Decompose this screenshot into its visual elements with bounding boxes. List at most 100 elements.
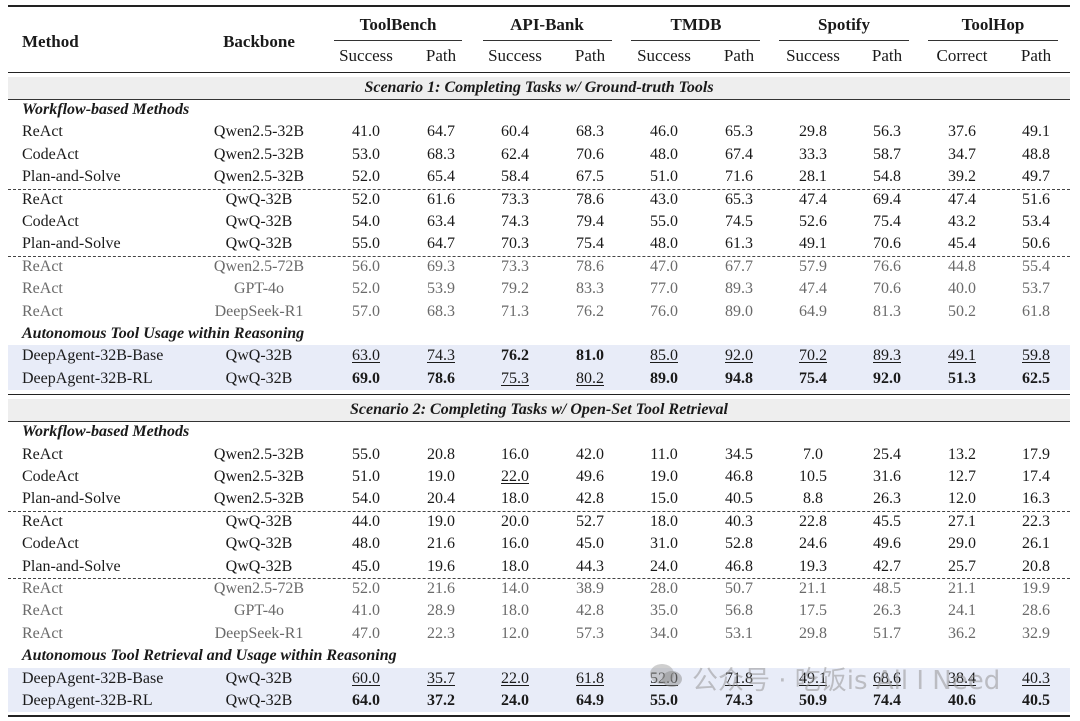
section-label: Workflow-based Methods (22, 423, 190, 441)
row-value: 50.7 (725, 580, 753, 597)
row-value: 8.8 (803, 490, 823, 508)
row-value: 80.2 (576, 369, 604, 387)
benchmark-underline (779, 40, 909, 41)
row-value: 31.0 (650, 535, 678, 553)
row-value: 76.2 (576, 302, 604, 320)
row-value: 24.1 (948, 602, 976, 620)
header-rule (8, 72, 1070, 73)
header-benchmark: ToolHop (961, 15, 1025, 34)
row-backbone: QwQ-32B (225, 669, 293, 687)
row-backbone: GPT-4o (233, 280, 285, 298)
row-value: 19.9 (1022, 580, 1050, 597)
row-value: 31.6 (873, 468, 901, 485)
row-value: 34.5 (725, 445, 753, 463)
row-value: 36.2 (948, 624, 976, 642)
watermark: 公众号 · 吃饭is All I Need (692, 666, 1001, 696)
row-value: 62.5 (1022, 369, 1050, 387)
row-backbone: QwQ-32B (225, 692, 293, 709)
row-value: 58.7 (873, 145, 901, 163)
row-value: 74.4 (873, 692, 901, 709)
row-value: 40.5 (725, 490, 753, 508)
row-method: ReAct (22, 602, 63, 620)
section-label: Autonomous Tool Usage within Reasoning (22, 325, 305, 342)
row-value: 54.0 (352, 213, 380, 230)
header-benchmark: ToolBench (359, 15, 437, 34)
bottom-rule (8, 715, 1070, 718)
row-value: 38.9 (576, 580, 604, 597)
row-value: 54.0 (352, 490, 380, 508)
row-value: 67.5 (576, 168, 604, 186)
header-metric: Path (1020, 46, 1052, 65)
row-value: 17.9 (1022, 445, 1050, 463)
row-method: ReAct (22, 302, 63, 320)
row-value: 55.0 (352, 445, 380, 463)
row-value: 10.5 (799, 468, 827, 485)
group-divider (8, 578, 1070, 579)
row-value: 75.3 (501, 369, 529, 387)
row-value: 74.3 (427, 347, 455, 365)
row-value: 19.3 (799, 557, 827, 575)
row-value: 26.1 (1022, 535, 1050, 553)
row-value: 19.0 (427, 468, 455, 485)
row-method: ReAct (22, 445, 63, 463)
row-value: 39.2 (948, 168, 976, 186)
row-backbone: Qwen2.5-72B (213, 257, 305, 275)
row-value: 40.6 (948, 692, 976, 709)
row-value: 28.9 (427, 602, 455, 620)
row-method: ReAct (22, 190, 63, 208)
row-value: 18.0 (501, 557, 529, 575)
row-value: 41.0 (352, 602, 380, 620)
row-value: 75.4 (799, 369, 827, 387)
row-value: 29.8 (799, 123, 827, 141)
row-method: ReAct (22, 512, 63, 530)
row-value: 61.8 (1022, 302, 1050, 320)
row-value: 29.0 (948, 535, 976, 553)
row-value: 52.0 (352, 580, 380, 597)
row-value: 58.4 (501, 168, 529, 186)
header-metric: Success (786, 46, 840, 65)
row-backbone: QwQ-32B (225, 235, 293, 253)
row-method: ReAct (22, 123, 63, 141)
row-backbone: QwQ-32B (225, 557, 293, 575)
row-backbone: QwQ-32B (225, 512, 293, 530)
row-value: 55.0 (650, 213, 678, 230)
group-divider (8, 188, 1070, 190)
row-value: 51.0 (650, 168, 678, 186)
row-value: 19.0 (650, 468, 678, 485)
row-value: 44.3 (576, 557, 604, 575)
row-value: 45.0 (576, 535, 604, 553)
row-value: 21.1 (799, 580, 827, 597)
row-value: 48.0 (650, 145, 678, 163)
row-value: 24.6 (799, 535, 827, 553)
row-value: 45.4 (948, 235, 976, 253)
row-value: 13.2 (948, 445, 976, 463)
row-value: 52.0 (352, 168, 380, 186)
header-metric: Success (637, 46, 691, 65)
group-divider (8, 510, 1070, 512)
row-backbone: QwQ-32B (225, 535, 293, 553)
row-value: 65.4 (427, 168, 455, 186)
row-value: 77.0 (650, 280, 678, 298)
row-value: 35.0 (650, 602, 678, 620)
row-value: 59.8 (1022, 347, 1050, 365)
group-divider (8, 255, 1070, 257)
row-value: 45.0 (352, 557, 380, 575)
row-value: 33.3 (799, 145, 827, 163)
row-value: 49.6 (576, 468, 604, 485)
row-backbone: QwQ-32B (225, 190, 293, 208)
row-value: 52.0 (352, 190, 380, 208)
row-value: 22.3 (1022, 512, 1050, 530)
row-backbone: QwQ-32B (225, 369, 293, 387)
row-value: 94.8 (725, 369, 753, 387)
row-value: 26.3 (873, 602, 901, 620)
row-value: 53.1 (725, 624, 753, 642)
row-value: 89.3 (725, 280, 753, 298)
row-value: 19.0 (427, 512, 455, 530)
row-backbone: QwQ-32B (225, 213, 293, 230)
row-value: 21.6 (427, 535, 455, 553)
header-benchmark: TMDB (670, 15, 722, 34)
row-value: 25.7 (948, 557, 976, 575)
row-value: 64.7 (427, 123, 455, 141)
row-value: 65.3 (725, 190, 753, 208)
row-value: 48.8 (1022, 145, 1050, 163)
